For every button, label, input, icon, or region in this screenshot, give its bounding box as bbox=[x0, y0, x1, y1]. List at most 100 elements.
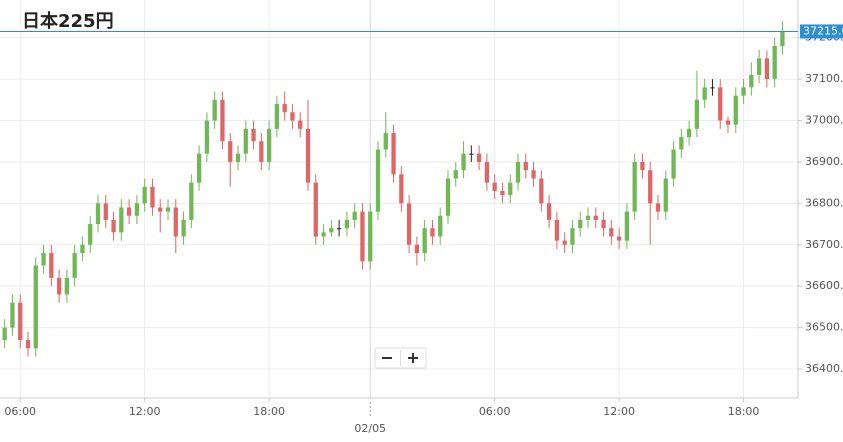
candle-body bbox=[546, 203, 552, 220]
candle-body bbox=[158, 207, 163, 212]
candle-body bbox=[212, 99, 217, 121]
candle-body bbox=[196, 153, 202, 183]
candle-body bbox=[570, 228, 575, 245]
candle-body bbox=[476, 153, 482, 162]
candle-body bbox=[686, 128, 692, 138]
candle-body bbox=[64, 277, 70, 295]
candle-body bbox=[165, 207, 171, 212]
y-tick-label: 37000.0 bbox=[805, 114, 843, 127]
candle-body bbox=[119, 207, 124, 233]
candle-body bbox=[49, 253, 54, 278]
candle-body bbox=[181, 219, 186, 237]
candle-body bbox=[103, 203, 108, 220]
x-tick-label: 12:00 bbox=[129, 405, 161, 418]
candle-body bbox=[383, 132, 388, 150]
candle-body bbox=[391, 132, 396, 175]
candle-body bbox=[671, 149, 676, 179]
candle-body bbox=[609, 228, 614, 237]
candle-body bbox=[523, 161, 528, 171]
candle-body bbox=[585, 215, 591, 220]
candle-body bbox=[414, 244, 420, 254]
candle-body bbox=[531, 170, 536, 179]
candle-body bbox=[741, 87, 746, 96]
candle-body bbox=[95, 203, 101, 225]
candle-body bbox=[243, 128, 248, 154]
y-tick-label: 36800.0 bbox=[805, 196, 843, 209]
candle-body bbox=[290, 112, 295, 121]
candle-body bbox=[601, 219, 606, 229]
candle-body bbox=[725, 120, 731, 125]
chart-title: 日本225円 bbox=[22, 10, 114, 32]
candle-body bbox=[632, 161, 637, 212]
candle-body bbox=[321, 232, 326, 237]
candle-body bbox=[33, 265, 38, 349]
x-tick-label: 18:00 bbox=[728, 405, 760, 418]
candle-body bbox=[422, 228, 427, 254]
candle-body bbox=[360, 211, 365, 262]
candle-body bbox=[368, 211, 373, 262]
candle-body bbox=[80, 244, 85, 254]
candle-body bbox=[733, 95, 738, 125]
candle-body bbox=[593, 215, 598, 220]
candle-body bbox=[329, 228, 334, 233]
candle-body bbox=[780, 31, 785, 46]
y-tick-label: 36700.0 bbox=[805, 238, 843, 251]
candle-body bbox=[88, 224, 93, 245]
zoom-controls bbox=[374, 347, 427, 369]
candle-body bbox=[508, 182, 513, 196]
candle-body bbox=[764, 58, 770, 80]
candle-body bbox=[702, 87, 707, 100]
candle-body bbox=[640, 161, 645, 171]
candle-body bbox=[539, 178, 544, 204]
candle-body bbox=[554, 219, 560, 241]
candles bbox=[2, 21, 785, 357]
candle-body bbox=[282, 103, 287, 113]
date-label: 02/05 bbox=[354, 422, 386, 435]
y-tick-label: 36900.0 bbox=[805, 155, 843, 168]
candle-body bbox=[718, 87, 723, 121]
last-price-box bbox=[800, 24, 843, 39]
y-tick-label: 36600.0 bbox=[805, 279, 843, 292]
candle-body bbox=[616, 236, 622, 241]
candle-body bbox=[2, 327, 7, 341]
candle-body bbox=[220, 99, 225, 142]
y-tick-label: 36400.0 bbox=[805, 362, 843, 375]
candle-body bbox=[189, 182, 194, 220]
candle-body bbox=[663, 178, 668, 212]
candle-body bbox=[624, 211, 630, 241]
candle-body bbox=[445, 178, 451, 216]
candle-body bbox=[648, 170, 653, 204]
candle-body bbox=[274, 103, 280, 129]
candle-body bbox=[749, 74, 754, 88]
candle-body bbox=[430, 228, 435, 237]
candle-body bbox=[492, 182, 497, 191]
candle-body bbox=[344, 219, 350, 229]
candle-body bbox=[251, 128, 256, 142]
candle-body bbox=[266, 128, 272, 162]
candle-body bbox=[694, 99, 700, 129]
x-tick-label: 18:00 bbox=[253, 405, 285, 418]
candle-body bbox=[134, 203, 140, 216]
candle-body bbox=[173, 207, 178, 237]
candle-body bbox=[10, 302, 15, 328]
candle-body bbox=[406, 203, 412, 245]
candle-body bbox=[710, 87, 715, 89]
candle-body bbox=[111, 219, 116, 233]
candle-body bbox=[142, 186, 147, 204]
candle-body bbox=[438, 215, 443, 237]
y-tick-label: 36500.0 bbox=[805, 321, 843, 334]
candle-body bbox=[679, 137, 684, 150]
y-tick-label: 37100.0 bbox=[805, 72, 843, 85]
candle-body bbox=[41, 253, 46, 266]
last-price-label: 37215.0 bbox=[803, 24, 843, 37]
candle-body bbox=[72, 253, 77, 278]
candle-body bbox=[126, 207, 132, 216]
candle-body bbox=[461, 153, 466, 171]
x-tick-label: 12:00 bbox=[603, 405, 635, 418]
candle-body bbox=[772, 45, 777, 80]
candle-body bbox=[562, 240, 567, 245]
candle-body bbox=[228, 141, 233, 162]
candle-body bbox=[235, 153, 241, 162]
